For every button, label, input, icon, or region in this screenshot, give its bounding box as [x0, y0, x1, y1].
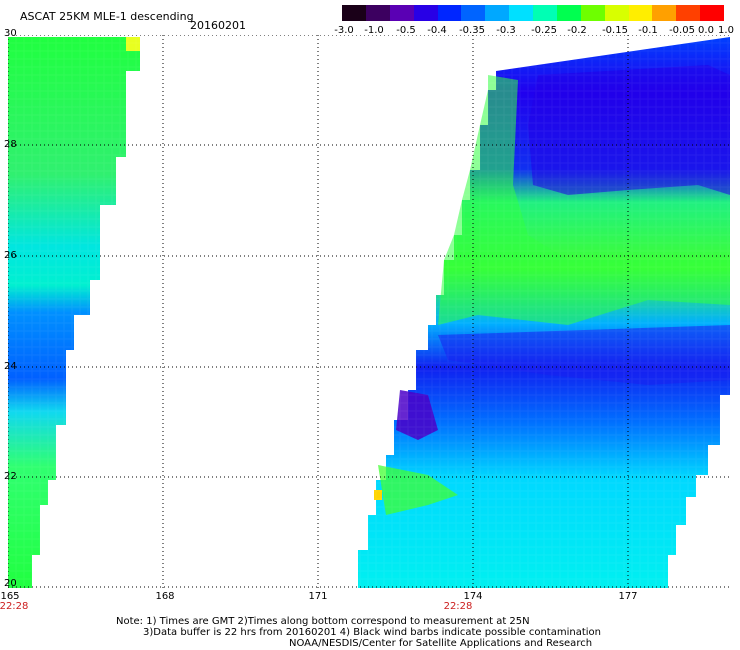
color-scale-swatch [437, 5, 462, 21]
scale-label: 1.0 [718, 25, 734, 36]
scatterometer-map [8, 35, 730, 588]
lat-label: 30 [4, 28, 17, 39]
color-scale-bar [342, 5, 724, 21]
color-scale-swatch [628, 5, 653, 21]
color-scale-labels: -3.0 -1.0 -0.5 -0.4 -0.35 -0.3 -0.25 -0.… [330, 25, 734, 37]
color-scale-swatch [485, 5, 510, 21]
color-scale-swatch [365, 5, 390, 21]
scale-label: -0.5 [396, 25, 416, 36]
lon-label: 171 [308, 591, 328, 602]
note-line-2: 3)Data buffer is 22 hrs from 20160201 4)… [143, 627, 601, 638]
scale-label: -0.3 [496, 25, 516, 36]
scale-label: -0.2 [567, 25, 587, 36]
lat-label: 24 [4, 361, 17, 372]
lat-label: 22 [4, 471, 17, 482]
scale-label: 0.0 [698, 25, 714, 36]
color-scale-swatch [652, 5, 677, 21]
product-title: ASCAT 25KM MLE-1 descending [20, 10, 194, 23]
lat-label: 28 [4, 139, 17, 150]
color-scale-swatch [533, 5, 557, 21]
scale-label: -0.05 [669, 25, 695, 36]
lon-label: 165 [0, 591, 20, 602]
color-scale-swatch [461, 5, 486, 21]
pass-time-label: 22:28 [443, 601, 473, 612]
scale-label: -0.15 [602, 25, 628, 36]
pass-time-label: 22:28 [0, 601, 29, 612]
graticule [8, 35, 730, 588]
color-scale-swatch [413, 5, 438, 21]
pixel-texture [8, 35, 730, 588]
color-scale-swatch [389, 5, 414, 21]
scale-label: -1.0 [364, 25, 384, 36]
lon-label: 174 [463, 591, 483, 602]
scale-label: -0.25 [531, 25, 557, 36]
lat-label: 26 [4, 250, 17, 261]
color-scale-swatch [342, 5, 366, 21]
note-line-3: NOAA/NESDIS/Center for Satellite Applica… [289, 638, 593, 649]
color-scale-swatch [509, 5, 533, 21]
color-scale-swatch [556, 5, 581, 21]
lon-label: 177 [618, 591, 638, 602]
color-scale-swatch [580, 5, 605, 21]
scale-label: -0.35 [459, 25, 485, 36]
color-scale-swatch [676, 5, 701, 21]
scale-label: -0.4 [427, 25, 447, 36]
scale-label: -3.0 [334, 25, 354, 36]
product-date: 20160201 [190, 19, 246, 32]
color-scale-swatch [604, 5, 629, 21]
lat-label: 20 [4, 578, 17, 589]
note-line-1: Note: 1) Times are GMT 2)Times along bot… [116, 616, 530, 627]
lon-label: 168 [155, 591, 175, 602]
scale-label: -0.1 [638, 25, 658, 36]
color-scale-swatch [700, 5, 724, 21]
